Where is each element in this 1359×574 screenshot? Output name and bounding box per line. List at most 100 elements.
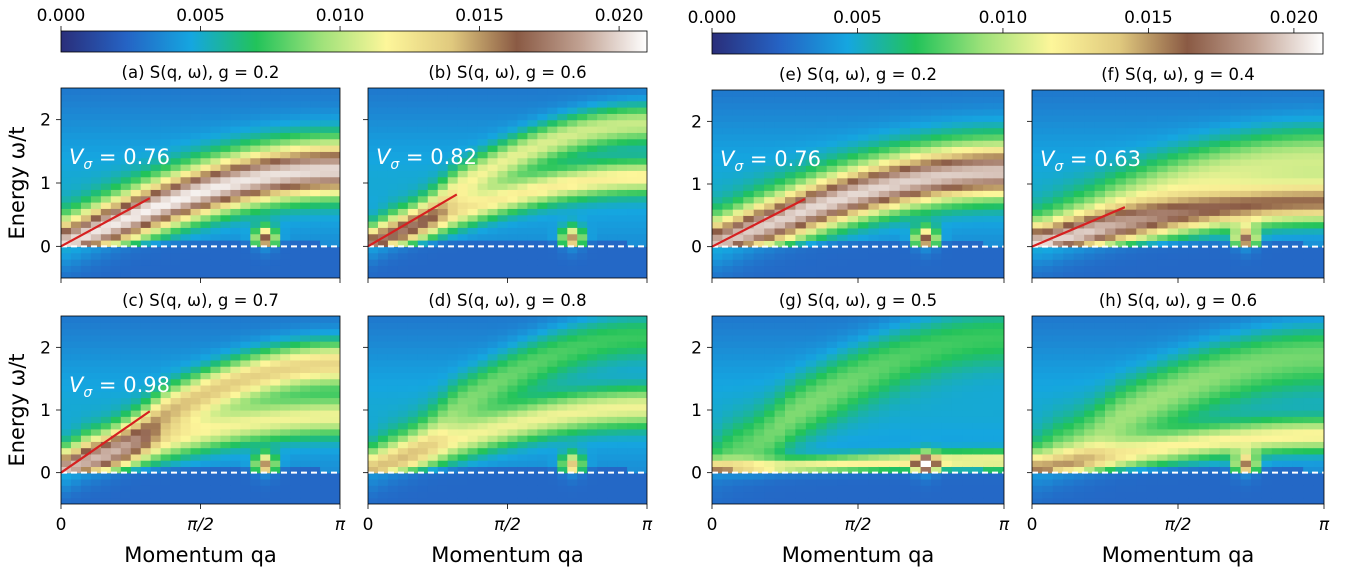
heatmap-cell	[931, 190, 943, 198]
heatmap-cell	[447, 119, 459, 127]
heatmap-cell	[300, 176, 311, 184]
heatmap-cell	[577, 403, 588, 411]
heatmap-cell	[577, 359, 588, 367]
heatmap-cell	[764, 221, 776, 229]
heatmap-cell	[368, 259, 379, 266]
heatmap-cell	[120, 403, 132, 411]
heatmap-cell	[230, 391, 241, 399]
heatmap-cell	[200, 403, 212, 411]
heatmap-cell	[764, 234, 776, 241]
heatmap-cell	[547, 384, 558, 392]
heatmap-cell	[120, 485, 132, 493]
heatmap-cell	[868, 190, 880, 198]
heatmap-cell	[507, 397, 519, 405]
heatmap-cell	[90, 372, 102, 380]
heatmap-cell	[1063, 102, 1075, 110]
heatmap-cell	[993, 196, 1004, 204]
heatmap-cell	[368, 353, 379, 361]
heatmap-cell	[547, 410, 558, 417]
heatmap-cell	[170, 353, 182, 361]
heatmap-cell	[377, 316, 389, 323]
heatmap-cell	[567, 259, 578, 266]
heatmap-cell	[457, 422, 469, 430]
heatmap-cell	[290, 491, 301, 499]
heatmap-cell	[150, 151, 162, 159]
heatmap-cell	[1188, 90, 1200, 97]
heatmap-cell	[260, 466, 271, 474]
heatmap-cell	[577, 271, 588, 278]
heatmap-cell	[577, 341, 588, 348]
heatmap-cell	[270, 378, 281, 386]
heatmap-cell	[417, 416, 429, 424]
heatmap-cell	[607, 221, 618, 228]
heatmap-cell	[1042, 90, 1054, 97]
heatmap-cell	[477, 227, 489, 235]
heatmap-cell	[497, 145, 509, 152]
heatmap-cell	[722, 252, 734, 260]
heatmap-cell	[637, 428, 647, 436]
heatmap-cell	[637, 227, 647, 235]
heatmap-cell	[220, 138, 231, 146]
heatmap-cell	[1157, 259, 1169, 267]
heatmap-cell	[497, 221, 509, 228]
heatmap-cell	[160, 145, 172, 152]
heatmap-cell	[457, 347, 469, 355]
heatmap-cell	[260, 233, 271, 241]
heatmap-cell	[1032, 108, 1044, 116]
heatmap-cell	[537, 359, 548, 367]
heatmap-cell	[517, 240, 529, 247]
heatmap-cell	[517, 378, 529, 386]
heatmap-cell	[160, 316, 172, 323]
heatmap-cell	[972, 115, 984, 122]
heatmap-cell	[1063, 184, 1075, 191]
heatmap-cell	[180, 183, 192, 190]
heatmap-cell	[160, 240, 172, 247]
heatmap-cell	[368, 113, 379, 121]
heatmap-cell	[764, 196, 776, 204]
heatmap-cell	[397, 447, 409, 455]
heatmap-cell	[617, 497, 628, 504]
heatmap-cell	[557, 227, 568, 235]
heatmap-cell	[180, 132, 192, 140]
colorbar-tick-label: 0.005	[833, 8, 882, 28]
heatmap-cell	[170, 478, 182, 486]
heatmap-cell	[557, 183, 568, 190]
heatmap-cell	[1240, 196, 1252, 204]
heatmap-cell	[507, 126, 519, 133]
heatmap-cell	[240, 88, 251, 95]
heatmap-cell	[1219, 133, 1231, 141]
heatmap-cell	[941, 234, 953, 241]
heatmap-cell	[547, 227, 558, 235]
heatmap-cell	[847, 265, 859, 273]
heatmap-cell	[951, 271, 963, 278]
heatmap-cell	[61, 202, 72, 209]
heatmap-cell	[457, 107, 469, 114]
heatmap-cell	[270, 246, 281, 254]
heatmap-cell	[899, 96, 911, 104]
heatmap-cell	[140, 227, 152, 235]
heatmap-cell	[847, 184, 859, 191]
heatmap-cell	[1125, 184, 1137, 191]
heatmap-cell	[910, 265, 922, 273]
heatmap-cell	[140, 397, 152, 405]
heatmap-cell	[270, 221, 281, 228]
heatmap-cell	[220, 208, 231, 216]
heatmap-cell	[1251, 152, 1263, 160]
heatmap-cell	[310, 491, 321, 499]
heatmap-cell	[1157, 215, 1169, 223]
heatmap-cell	[220, 347, 231, 355]
heatmap-cell	[377, 259, 389, 266]
heatmap-cell	[407, 372, 419, 380]
heatmap-cell	[290, 252, 301, 260]
heatmap-cell	[931, 127, 943, 135]
heatmap-cell	[1146, 115, 1158, 122]
heatmap-cell	[597, 126, 608, 133]
heatmap-cell	[130, 183, 142, 190]
heatmap-cell	[972, 165, 984, 173]
heatmap-cell	[477, 359, 489, 367]
heatmap-cell	[627, 164, 638, 171]
heatmap-cell	[527, 170, 538, 178]
heatmap-cell	[837, 177, 849, 185]
heatmap-cell	[951, 209, 963, 216]
heatmap-cell	[250, 328, 261, 336]
